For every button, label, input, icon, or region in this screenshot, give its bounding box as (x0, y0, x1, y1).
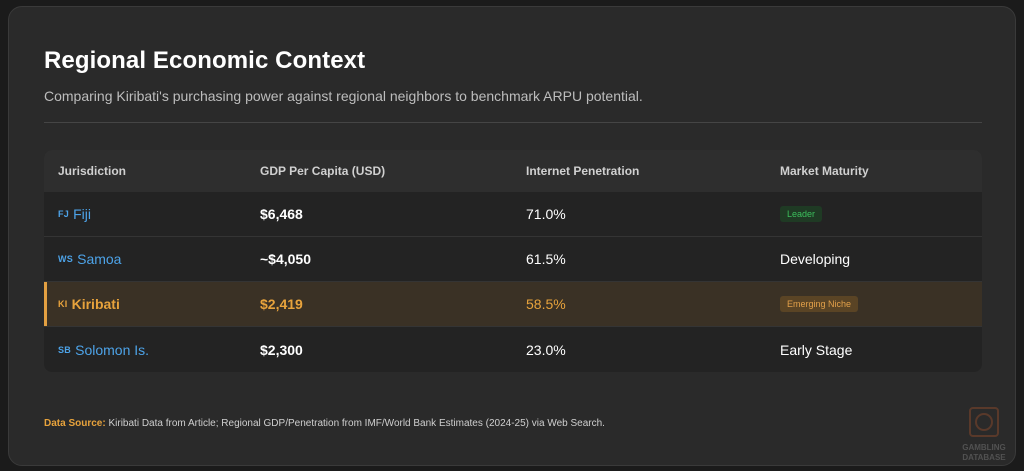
watermark-logo: GAMBLING DATABASE (962, 407, 1006, 462)
header-jurisdiction: Jurisdiction (58, 164, 127, 178)
flag-icon: FJ (58, 209, 70, 219)
jurisdiction-name: Kiribati (71, 296, 120, 312)
header-maturity: Market Maturity (780, 164, 869, 178)
maturity-cell: Emerging Niche (780, 282, 859, 326)
maturity-text: Developing (780, 251, 851, 267)
jurisdiction-name: Fiji (73, 206, 91, 222)
maturity-badge: Leader (780, 206, 823, 222)
table-row-samoa: WS Samoa ~$4,050 61.5% Developing (44, 237, 982, 282)
divider (44, 122, 982, 123)
gdp-value: $6,468 (260, 206, 303, 222)
data-source-note: Data Source: Kiribati Data from Article;… (44, 418, 605, 429)
table-row-kiribati: KI Kiribati $2,419 58.5% Emerging Niche (44, 282, 982, 327)
flag-icon: WS (58, 254, 74, 264)
jurisdiction-name: Solomon Is. (75, 341, 150, 358)
page-subtitle: Comparing Kiribati's purchasing power ag… (44, 88, 643, 104)
table-row-fiji: FJ Fiji $6,468 71.0% Leader (44, 192, 982, 237)
penetration-value: 71.0% (526, 206, 566, 222)
flag-icon: SB (58, 344, 72, 355)
page-title: Regional Economic Context (44, 47, 366, 74)
penetration-value: 61.5% (526, 251, 566, 267)
header-penetration: Internet Penetration (526, 164, 640, 178)
watermark-line2: DATABASE (962, 453, 1006, 462)
flag-icon: KI (58, 299, 68, 309)
jurisdiction-link-solomon[interactable]: SB Solomon Is. (58, 327, 149, 372)
jurisdiction-name: Samoa (77, 251, 122, 267)
gdp-value: ~$4,050 (260, 251, 311, 267)
jurisdiction-link-samoa[interactable]: WS Samoa (58, 237, 121, 281)
gdp-value: $2,300 (260, 341, 303, 358)
maturity-cell: Leader (780, 192, 823, 236)
table-row-solomon: SB Solomon Is. $2,300 23.0% Early Stage (44, 327, 982, 372)
jurisdiction-link-kiribati[interactable]: KI Kiribati (58, 282, 120, 326)
watermark-line1: GAMBLING (962, 443, 1006, 452)
header-gdp: GDP Per Capita (USD) (260, 164, 386, 178)
jurisdiction-link-fiji[interactable]: FJ Fiji (58, 192, 91, 236)
data-source-text: Kiribati Data from Article; Regional GDP… (108, 418, 605, 429)
penetration-value: 23.0% (526, 341, 566, 358)
data-source-label: Data Source: (44, 418, 106, 429)
table-header-row: Jurisdiction GDP Per Capita (USD) Intern… (44, 150, 982, 192)
context-card: Regional Economic Context Comparing Kiri… (8, 6, 1016, 466)
comparison-table: Jurisdiction GDP Per Capita (USD) Intern… (44, 150, 982, 372)
maturity-text: Early Stage (780, 341, 853, 358)
gdp-value: $2,419 (260, 296, 303, 312)
penetration-value: 58.5% (526, 296, 566, 312)
maturity-badge: Emerging Niche (780, 296, 859, 312)
